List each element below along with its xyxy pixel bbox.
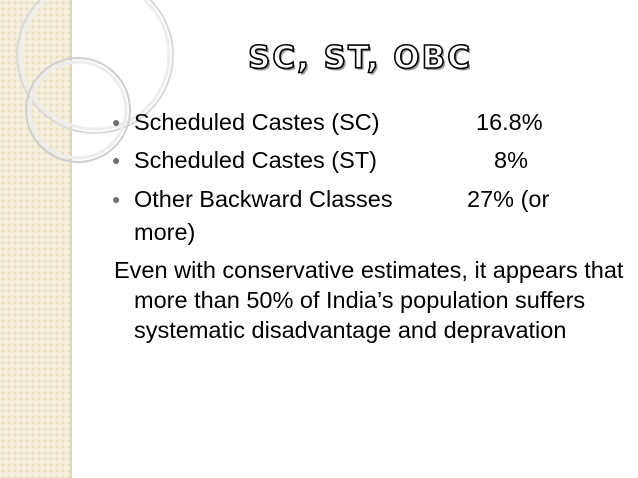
bullet-value: 8% (494, 147, 528, 173)
bullet-value: 27% (or (467, 186, 550, 212)
bullet-label: Other Backward Classes (134, 186, 393, 212)
slide-title: SC, ST, OBC (247, 39, 472, 77)
bullet-value: 16.8% (476, 109, 543, 135)
bullet-circle-icon: ● (112, 114, 121, 130)
bullet-circle-icon: ● (112, 152, 121, 168)
bullet-circle-icon: ● (112, 191, 121, 207)
bullet-continuation: more) (134, 219, 196, 245)
decorative-rings (16, 0, 174, 163)
bullet-label: Scheduled Castes (SC) (134, 109, 380, 135)
band-edge-line (70, 0, 72, 478)
bullet-label: Scheduled Castes (ST) (134, 147, 377, 173)
body-paragraph: Even with conservative estimates, it app… (114, 257, 624, 343)
